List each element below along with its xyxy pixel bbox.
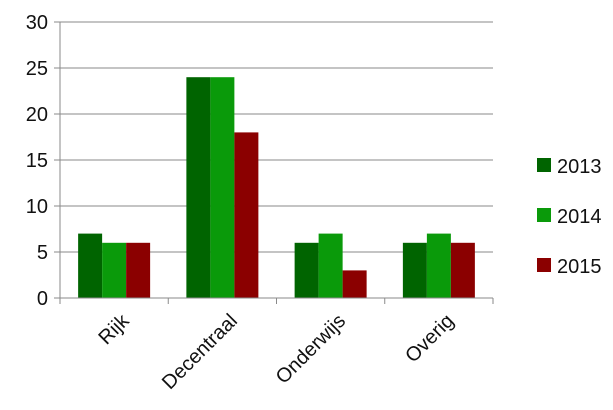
bar-2015-decentraal — [234, 132, 259, 298]
bar-2014-onderwijs — [318, 233, 343, 298]
grid-lines — [60, 21, 493, 253]
y-tick-label: 10 — [26, 196, 48, 218]
x-category-label: Overig — [401, 310, 458, 367]
bar-2015-onderwijs — [342, 270, 367, 298]
bar-2013-rijk — [78, 233, 103, 298]
y-tick-label: 0 — [37, 288, 48, 310]
legend-swatch-2014 — [537, 208, 551, 222]
bars — [78, 77, 475, 298]
bar-2014-overig — [426, 233, 451, 298]
x-category-label: Onderwijs — [272, 310, 350, 388]
y-tick-label: 30 — [26, 12, 48, 34]
legend-swatch-2015 — [537, 258, 551, 272]
legend: 2013 2014 2015 — [537, 156, 602, 278]
legend-label-2013: 2013 — [557, 156, 602, 178]
y-axis-tick-labels: 0 5 10 15 20 25 30 — [26, 12, 48, 310]
bar-2014-rijk — [102, 242, 127, 298]
y-tick-label: 5 — [37, 242, 48, 264]
y-tick-label: 25 — [26, 58, 48, 80]
y-tick-label: 20 — [26, 104, 48, 126]
x-category-label: Rijk — [95, 309, 135, 349]
y-tick-label: 15 — [26, 150, 48, 172]
bar-2013-onderwijs — [294, 242, 319, 298]
bar-2013-overig — [402, 242, 427, 298]
legend-swatch-2013 — [537, 158, 551, 172]
axes — [54, 21, 494, 304]
legend-label-2015: 2015 — [557, 256, 602, 278]
legend-label-2014: 2014 — [557, 206, 602, 228]
bar-2013-decentraal — [186, 77, 211, 298]
x-axis-category-labels: Rijk Decentraal Onderwijs Overig — [95, 309, 459, 394]
bar-2014-decentraal — [210, 77, 235, 298]
bar-2015-overig — [450, 242, 475, 298]
bar-2015-rijk — [126, 242, 151, 298]
x-category-label: Decentraal — [158, 310, 242, 394]
